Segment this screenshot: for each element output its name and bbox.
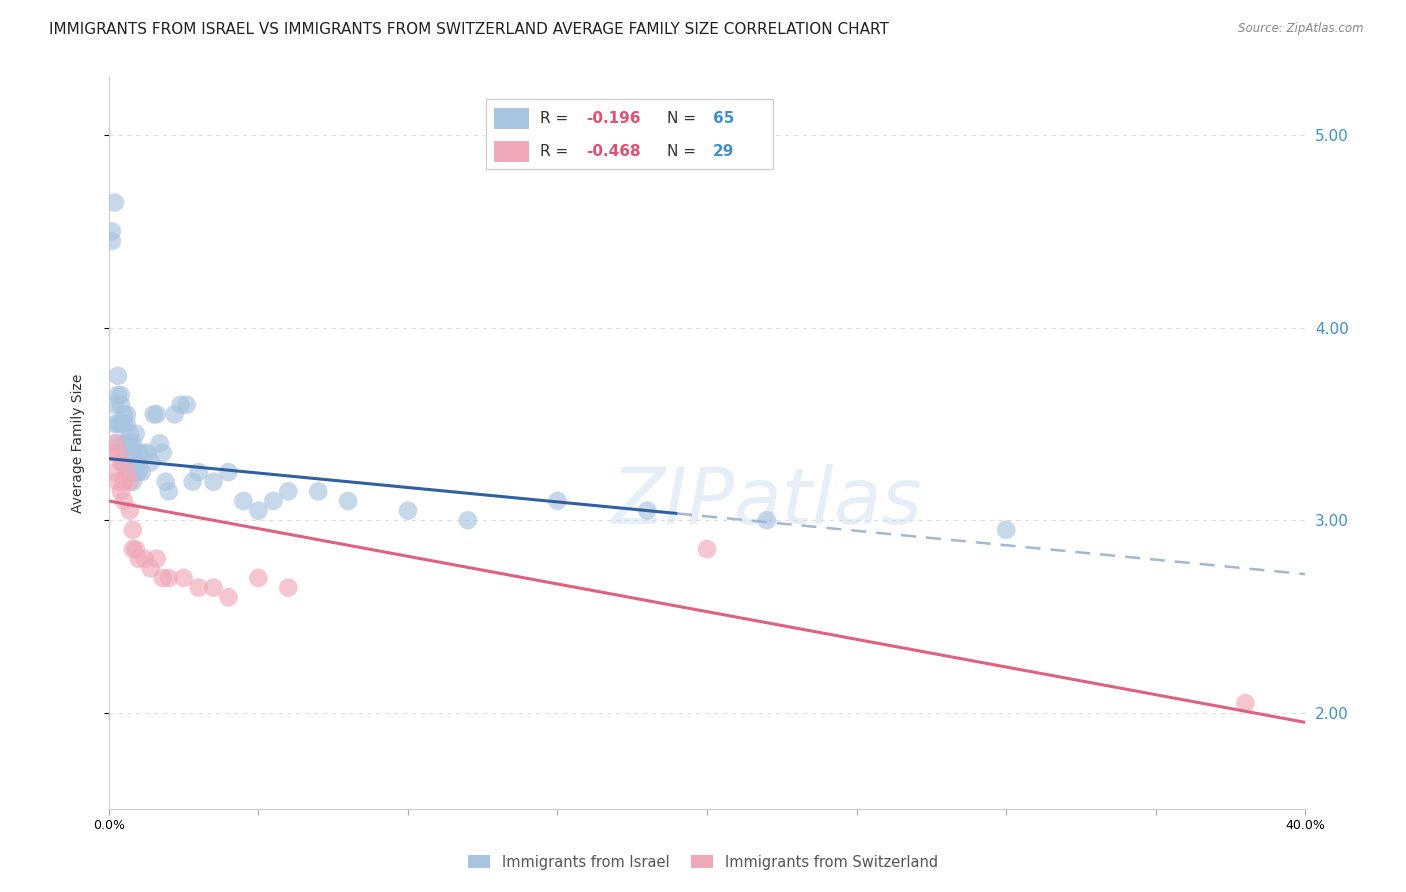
Point [125, 426, 148, 441]
Point [121, 455, 143, 469]
Point [262, 494, 284, 508]
Point [115, 455, 138, 469]
Point [152, 571, 174, 585]
Point [101, 224, 124, 238]
Point [104, 465, 127, 479]
Point [128, 446, 150, 460]
Point [112, 455, 135, 469]
Point [277, 581, 299, 595]
Point [121, 446, 143, 460]
Point [396, 503, 419, 517]
Point [110, 484, 132, 499]
Y-axis label: Average Family Size: Average Family Size [72, 374, 86, 513]
Point [169, 398, 191, 412]
Point [110, 455, 132, 469]
Point [125, 455, 148, 469]
Text: Source: ZipAtlas.com: Source: ZipAtlas.com [1239, 22, 1364, 36]
Point [110, 388, 132, 402]
Point [107, 388, 129, 402]
Point [104, 398, 127, 412]
Point [202, 475, 225, 489]
Point [121, 475, 143, 489]
Point [112, 475, 135, 489]
Point [157, 571, 180, 585]
Point [995, 523, 1018, 537]
Point [181, 475, 204, 489]
Point [112, 408, 135, 422]
Point [104, 195, 127, 210]
Point [118, 465, 141, 479]
Point [118, 426, 141, 441]
Point [218, 465, 240, 479]
Point [247, 571, 270, 585]
Point [115, 408, 138, 422]
Point [118, 503, 141, 517]
Point [173, 571, 195, 585]
Point [457, 513, 479, 527]
Point [163, 408, 186, 422]
Point [115, 417, 138, 431]
Point [125, 542, 148, 557]
Point [202, 581, 225, 595]
Text: IMMIGRANTS FROM ISRAEL VS IMMIGRANTS FROM SWITZERLAND AVERAGE FAMILY SIZE CORREL: IMMIGRANTS FROM ISRAEL VS IMMIGRANTS FRO… [49, 22, 889, 37]
Point [696, 542, 718, 557]
Point [107, 446, 129, 460]
Point [118, 455, 141, 469]
Point [139, 455, 162, 469]
Point [107, 436, 129, 450]
Point [115, 446, 138, 460]
Point [145, 408, 167, 422]
Text: ZIPatlas: ZIPatlas [612, 464, 922, 540]
Point [232, 494, 254, 508]
Point [134, 551, 156, 566]
Point [128, 455, 150, 469]
Point [337, 494, 360, 508]
Point [101, 446, 124, 460]
Point [218, 591, 240, 605]
Point [104, 417, 127, 431]
Point [104, 436, 127, 450]
Point [1234, 696, 1257, 710]
Point [136, 446, 159, 460]
Point [134, 446, 156, 460]
Point [121, 523, 143, 537]
Point [107, 368, 129, 383]
Point [157, 484, 180, 499]
Point [636, 503, 658, 517]
Point [107, 475, 129, 489]
Point [112, 494, 135, 508]
Point [176, 398, 198, 412]
Point [149, 436, 172, 450]
Point [187, 581, 209, 595]
Point [145, 551, 167, 566]
Point [128, 551, 150, 566]
Point [547, 494, 569, 508]
Point [110, 398, 132, 412]
Point [112, 417, 135, 431]
Point [118, 475, 141, 489]
Point [115, 465, 138, 479]
Point [131, 465, 153, 479]
Point [121, 436, 143, 450]
Point [110, 417, 132, 431]
Point [142, 408, 165, 422]
Point [187, 465, 209, 479]
Legend: Immigrants from Israel, Immigrants from Switzerland: Immigrants from Israel, Immigrants from … [463, 849, 943, 876]
Point [125, 465, 148, 479]
Point [107, 417, 129, 431]
Point [112, 436, 135, 450]
Point [139, 561, 162, 575]
Point [101, 234, 124, 248]
Point [118, 446, 141, 460]
Point [152, 446, 174, 460]
Point [128, 465, 150, 479]
Point [121, 542, 143, 557]
Point [307, 484, 329, 499]
Point [755, 513, 778, 527]
Point [115, 436, 138, 450]
Point [277, 484, 299, 499]
Point [118, 436, 141, 450]
Point [155, 475, 177, 489]
Point [247, 503, 270, 517]
